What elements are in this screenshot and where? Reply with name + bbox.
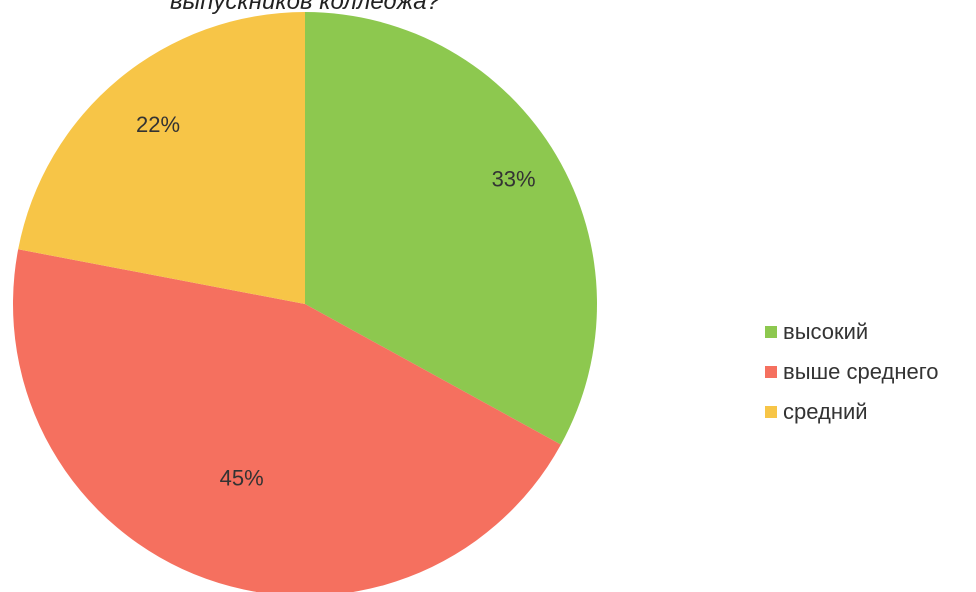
legend-label-sredniy: средний <box>783 399 868 424</box>
legend-swatch-vyshe-srednego <box>765 366 777 378</box>
legend-label-vyshe-srednego: выше среднего <box>783 359 939 384</box>
legend-item-vyshe-srednego: выше среднего <box>765 352 938 392</box>
slice-sredniy <box>18 12 305 304</box>
legend-swatch-vysokiy <box>765 326 777 338</box>
legend-swatch-sredniy <box>765 406 777 418</box>
slice-label-vysokiy: 33% <box>492 166 536 191</box>
slice-label-vyshe-srednego: 45% <box>220 466 264 491</box>
slice-vysokiy <box>305 12 597 445</box>
legend: высокий выше среднего средний <box>765 312 938 432</box>
slice-vyshe-srednego <box>13 249 561 592</box>
chart-title: выпускников колледжа? <box>170 0 440 15</box>
slice-label-sredniy: 22% <box>136 112 180 137</box>
legend-item-sredniy: средний <box>765 392 938 432</box>
legend-label-vysokiy: высокий <box>783 319 869 344</box>
legend-item-vysokiy: высокий <box>765 312 938 352</box>
